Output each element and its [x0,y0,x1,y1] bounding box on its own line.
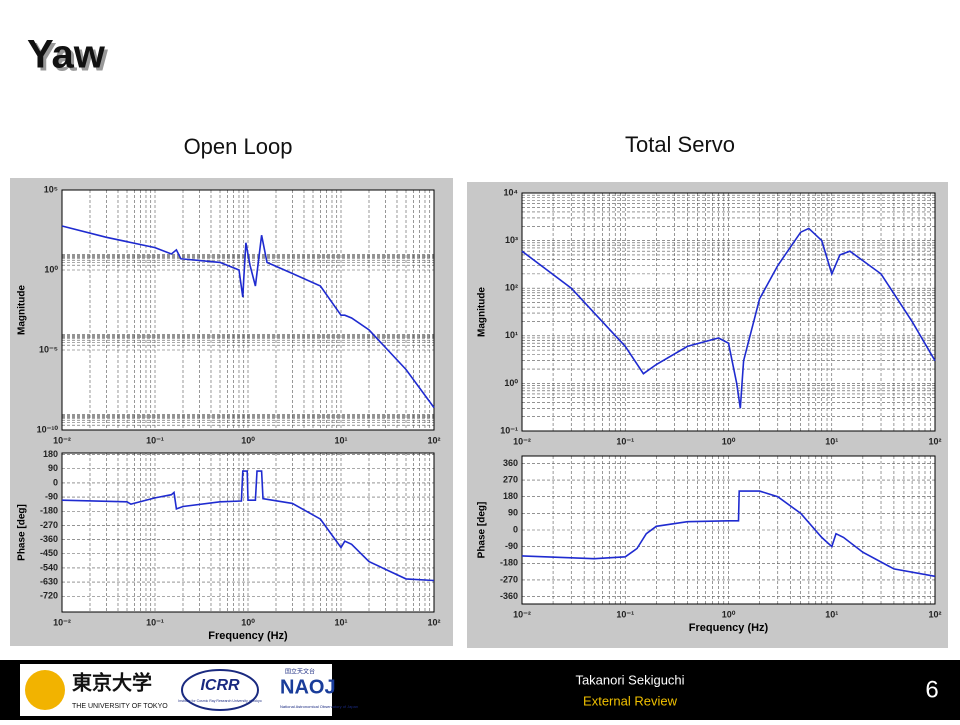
x-tick-label: 10⁰ [722,436,736,446]
curve [521,490,936,578]
y-tick-label: -360 [500,591,518,601]
y-tick-label: 10⁻⁵ [39,344,58,354]
y-tick-label: -180 [500,558,518,568]
logo-text: 東京大学 [72,670,152,694]
y-tick-label: -450 [40,548,58,558]
x-tick-label: 10⁻¹ [616,436,634,446]
plot-border [61,452,435,613]
y-tick-label: 0 [53,477,58,487]
x-tick-label: 10⁻¹ [616,609,634,619]
x-tick-label: 10⁻² [513,609,531,619]
x-tick-label: 10⁻² [53,435,71,445]
y-tick-label: 180 [503,491,518,501]
x-tick-label: 10¹ [825,436,838,446]
y-tick-label: 10¹ [505,330,518,340]
x-tick-label: 10⁰ [241,617,255,627]
x-tick-label: 10⁰ [241,435,255,445]
y-tick-label: 360 [503,458,518,468]
logo-strip [20,664,332,716]
page-number: 6 [925,676,938,703]
logo-text: NAOJ [280,676,336,698]
logo-text: ICRR [200,677,240,694]
y-tick-label: -360 [40,534,58,544]
x-tick-label: 10² [928,609,941,619]
plot-border [61,189,435,431]
x-axis-label: Frequency (Hz) [208,630,288,642]
author: Takanori Sekiguchi [575,672,684,687]
icrr-logo [181,669,259,711]
curve [61,225,435,409]
x-tick-label: 10⁻¹ [146,617,164,627]
y-tick-label: 10⁻¹⁰ [37,424,59,434]
x-tick-label: 10⁻¹ [146,435,164,445]
x-tick-label: 10⁻² [513,436,531,446]
x-tick-label: 10¹ [334,617,347,627]
y-tick-label: 10⁰ [504,378,518,388]
y-tick-label: 10² [505,283,518,293]
chart-title: Total Servo [625,132,735,157]
y-tick-label: -630 [40,576,58,586]
y-tick-label: 10⁴ [504,187,518,197]
logo-text: 国立天文台 [285,668,315,676]
y-tick-label: 270 [503,474,518,484]
chart-title: Open Loop [184,134,293,159]
y-tick-label: 180 [43,449,58,459]
plot-area [522,193,935,431]
y-tick-label: 10⁵ [44,184,58,194]
y-tick-label: 90 [508,508,518,518]
y-axis-label: Magnitude [477,287,488,337]
y-tick-label: -540 [40,562,58,572]
ginkgo-logo [25,670,65,710]
plot-border [521,192,936,432]
curve [521,227,936,409]
y-axis-label: Magnitude [17,285,28,335]
y-tick-label: 10³ [505,235,518,245]
y-tick-label: -270 [40,520,58,530]
y-tick-label: -90 [505,541,518,551]
y-tick-label: 10⁻¹ [500,425,518,435]
x-tick-label: 10¹ [334,435,347,445]
x-tick-label: 10¹ [825,609,838,619]
y-tick-label: -720 [40,591,58,601]
x-tick-label: 10⁰ [722,609,736,619]
y-tick-label: 0 [513,524,518,534]
y-tick-label: -90 [45,491,58,501]
slide-title: Yaw [27,33,106,77]
x-tick-label: 10² [427,435,440,445]
event: External Review [583,693,678,708]
y-tick-label: -270 [500,574,518,584]
y-tick-label: 10⁰ [44,264,58,274]
y-tick-label: -180 [40,506,58,516]
logo-text: National Astronomical Observatory of Jap… [280,704,358,709]
x-tick-label: 10² [928,436,941,446]
logo-text: Institute for Cosmic Ray Research Univer… [178,699,261,703]
y-axis-label: Phase [deg] [17,504,28,561]
y-tick-label: 90 [48,463,58,473]
title-shadow: Yaw [30,36,109,80]
y-axis-label: Phase [deg] [477,502,488,559]
plot-border [521,455,936,605]
logo-text: THE UNIVERSITY OF TOKYO [72,703,168,710]
x-tick-label: 10² [427,617,440,627]
x-tick-label: 10⁻² [53,617,71,627]
curve [61,470,435,582]
x-axis-label: Frequency (Hz) [689,622,769,634]
